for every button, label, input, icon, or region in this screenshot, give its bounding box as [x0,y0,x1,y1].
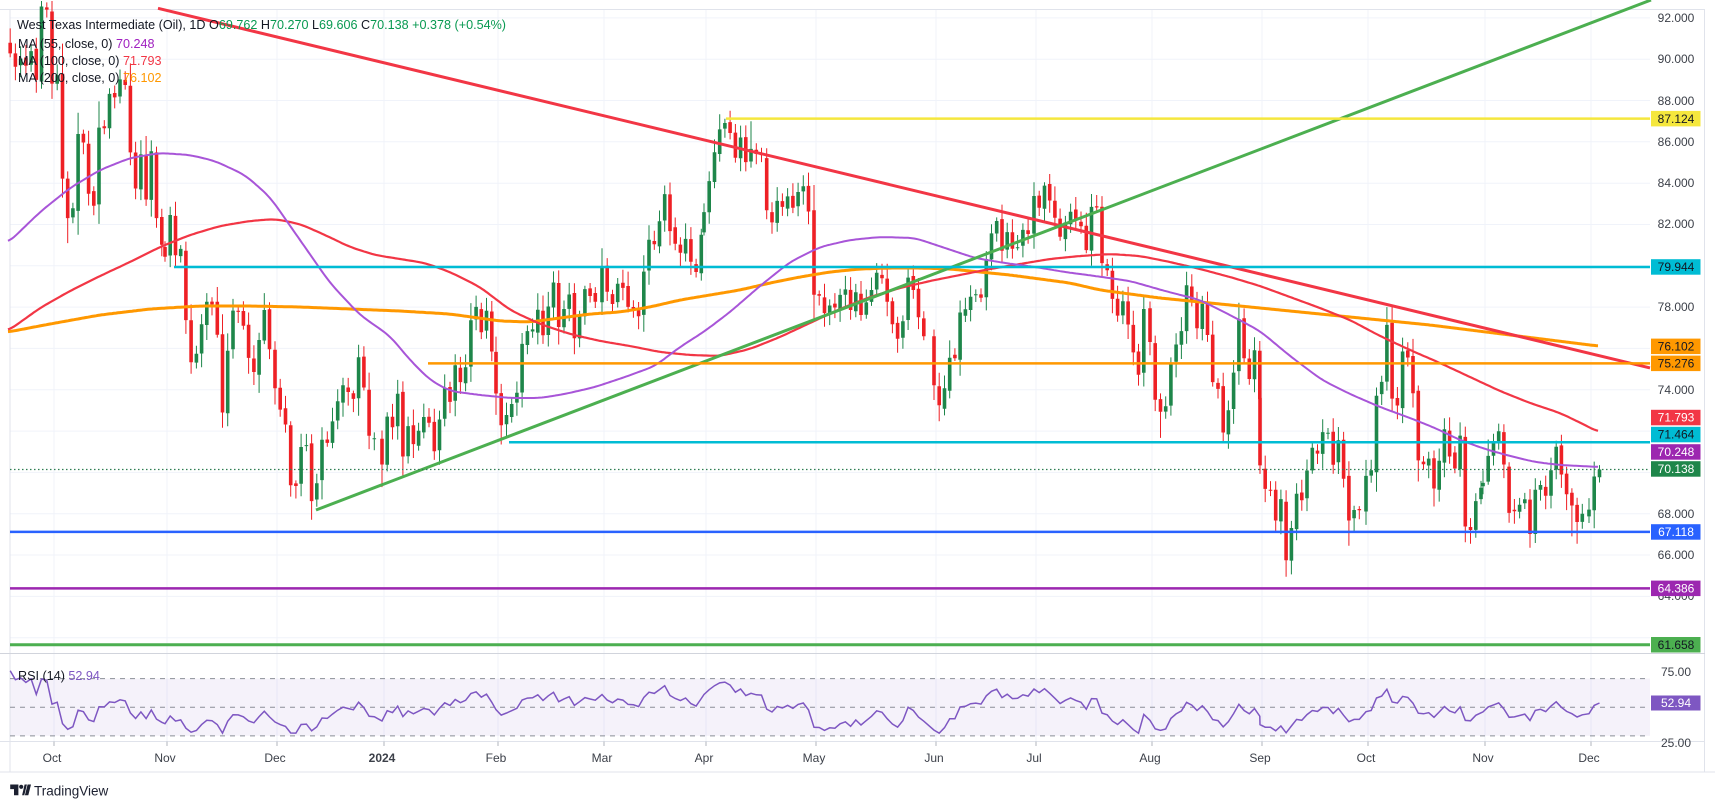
svg-text:71.793: 71.793 [1658,411,1695,425]
svg-text:76.102: 76.102 [1658,340,1695,354]
svg-text:Dec: Dec [1578,751,1599,765]
svg-text:West Texas Intermediate (Oil),: West Texas Intermediate (Oil), 1D O69.76… [17,18,506,32]
svg-text:87.124: 87.124 [1658,112,1695,126]
svg-text:Nov: Nov [1472,751,1493,765]
svg-text:RSI (14) 52.94: RSI (14) 52.94 [18,669,100,683]
svg-text:2024: 2024 [369,751,396,765]
svg-text:90.000: 90.000 [1658,52,1695,66]
svg-text:Aug: Aug [1139,751,1160,765]
svg-text:79.944: 79.944 [1658,260,1695,274]
svg-text:88.000: 88.000 [1658,94,1695,108]
svg-text:75.00: 75.00 [1661,665,1691,679]
svg-text:70.138: 70.138 [1658,462,1695,476]
svg-text:82.000: 82.000 [1658,217,1695,231]
svg-text:66.000: 66.000 [1658,548,1695,562]
svg-text:Jul: Jul [1026,751,1041,765]
svg-text:67.118: 67.118 [1658,525,1694,539]
svg-text:86.000: 86.000 [1658,135,1695,149]
svg-text:78.000: 78.000 [1658,300,1695,314]
svg-text:70.248: 70.248 [1658,445,1695,459]
svg-text:MA (100, close, 0) 71.793: MA (100, close, 0) 71.793 [18,54,162,68]
svg-text:74.000: 74.000 [1658,383,1695,397]
svg-text:Sep: Sep [1249,751,1271,765]
svg-text:64.386: 64.386 [1658,582,1695,596]
svg-text:52.94: 52.94 [1661,696,1691,710]
svg-text:Oct: Oct [43,751,62,765]
svg-text:71.464: 71.464 [1658,428,1695,442]
svg-text:84.000: 84.000 [1658,176,1695,190]
svg-text:Mar: Mar [592,751,613,765]
svg-text:25.00: 25.00 [1661,736,1691,750]
svg-text:68.000: 68.000 [1658,507,1695,521]
svg-text:MA (55, close, 0) 70.248: MA (55, close, 0) 70.248 [18,37,155,51]
svg-text:TradingView: TradingView [34,784,109,799]
svg-text:92.000: 92.000 [1658,11,1695,25]
svg-text:Jun: Jun [924,751,943,765]
svg-text:75.276: 75.276 [1658,357,1695,371]
svg-text:Feb: Feb [486,751,507,765]
svg-text:May: May [803,751,826,765]
svg-text:Apr: Apr [695,751,714,765]
svg-text:Dec: Dec [264,751,285,765]
svg-text:61.658: 61.658 [1658,638,1695,652]
svg-text:Nov: Nov [154,751,175,765]
svg-text:Oct: Oct [1357,751,1376,765]
svg-text:MA (200, close, 0) 76.102: MA (200, close, 0) 76.102 [18,71,162,85]
